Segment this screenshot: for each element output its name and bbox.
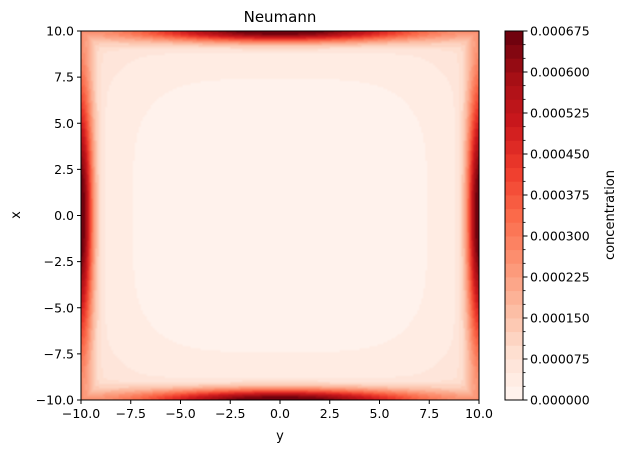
colorbar-band xyxy=(505,277,523,292)
y-tick-label: 0.0 xyxy=(54,208,74,223)
y-tick-label: −5.0 xyxy=(44,300,74,315)
colorbar-tick-label: 0.000075 xyxy=(530,352,590,367)
colorbar-ticks: 0.000000 0.000075 0.000150 0.000225 0.000300… xyxy=(523,24,590,408)
colorbar-band xyxy=(505,386,523,401)
colorbar-band xyxy=(505,208,523,223)
colorbar-tick-label: 0.000600 xyxy=(530,65,590,80)
colorbar-tick-label: 0.000675 xyxy=(530,24,590,39)
y-tick-label: 7.5 xyxy=(54,70,74,85)
colorbar-band xyxy=(505,126,523,141)
colorbar-tick-label: 0.000000 xyxy=(530,393,590,408)
y-axis: −10.0 −7.5 −5.0 −2.5 0.0 2.5 5.0 7.5 10.0 xyxy=(36,24,81,408)
colorbar-tick-label: 0.000225 xyxy=(530,270,590,285)
colorbar-band xyxy=(505,58,523,73)
colorbar-label: concentration xyxy=(603,170,618,260)
colorbar-band xyxy=(505,31,523,46)
y-tick-label: 2.5 xyxy=(54,162,74,177)
x-axis-label: y xyxy=(276,429,284,444)
y-axis-label: x xyxy=(9,211,24,219)
x-tick-label: 0.0 xyxy=(270,406,290,421)
plot-area xyxy=(80,30,480,401)
colorbar-band xyxy=(505,72,523,87)
colorbar-band xyxy=(505,99,523,114)
colorbar-band xyxy=(505,167,523,182)
colorbar-band xyxy=(505,181,523,196)
colorbar-frame xyxy=(504,30,524,401)
y-tick-label: 10.0 xyxy=(46,24,74,39)
colorbar-band xyxy=(505,290,523,305)
x-tick-label: −5.0 xyxy=(165,406,195,421)
colorbar-band xyxy=(505,236,523,251)
y-tick-label: −7.5 xyxy=(44,346,74,361)
colorbar-tick-label: 0.000375 xyxy=(530,188,590,203)
colorbar-band xyxy=(505,345,523,360)
colorbar-band xyxy=(505,304,523,319)
x-tick-label: −7.5 xyxy=(116,406,146,421)
colorbar-tick-label: 0.000300 xyxy=(530,229,590,244)
colorbar: 0.000000 0.000075 0.000150 0.000225 0.000300… xyxy=(504,24,618,408)
x-tick-label: −2.5 xyxy=(215,406,245,421)
x-tick-label: 7.5 xyxy=(419,406,439,421)
colorbar-band xyxy=(505,249,523,264)
colorbar-band xyxy=(505,359,523,374)
x-tick-label: 10.0 xyxy=(465,406,493,421)
x-tick-label: 5.0 xyxy=(370,406,390,421)
y-tick-label: 5.0 xyxy=(54,116,74,131)
colorbar-band xyxy=(505,318,523,333)
colorbar-band xyxy=(505,140,523,155)
colorbar-band xyxy=(505,372,523,387)
colorbar-band xyxy=(505,44,523,59)
colorbar-band xyxy=(505,85,523,100)
colorbar-band xyxy=(505,222,523,237)
colorbar-band xyxy=(505,195,523,210)
colorbar-tick-label: 0.000525 xyxy=(530,106,590,121)
y-tick-label: −10.0 xyxy=(36,393,74,408)
colorbar-bands xyxy=(505,31,523,401)
x-axis: −10.0 −7.5 −5.0 −2.5 0.0 2.5 5.0 7.5 10.0 xyxy=(62,400,493,421)
x-tick-label: 2.5 xyxy=(320,406,340,421)
contour-field xyxy=(81,31,479,400)
y-tick-label: −2.5 xyxy=(44,254,74,269)
colorbar-band xyxy=(505,331,523,346)
colorbar-band xyxy=(505,263,523,278)
x-tick-label: −10.0 xyxy=(62,406,100,421)
colorbar-band xyxy=(505,154,523,169)
chart-title: Neumann xyxy=(244,8,317,26)
colorbar-tick-label: 0.000450 xyxy=(530,147,590,162)
colorbar-band xyxy=(505,113,523,128)
colorbar-tick-label: 0.000150 xyxy=(530,311,590,326)
